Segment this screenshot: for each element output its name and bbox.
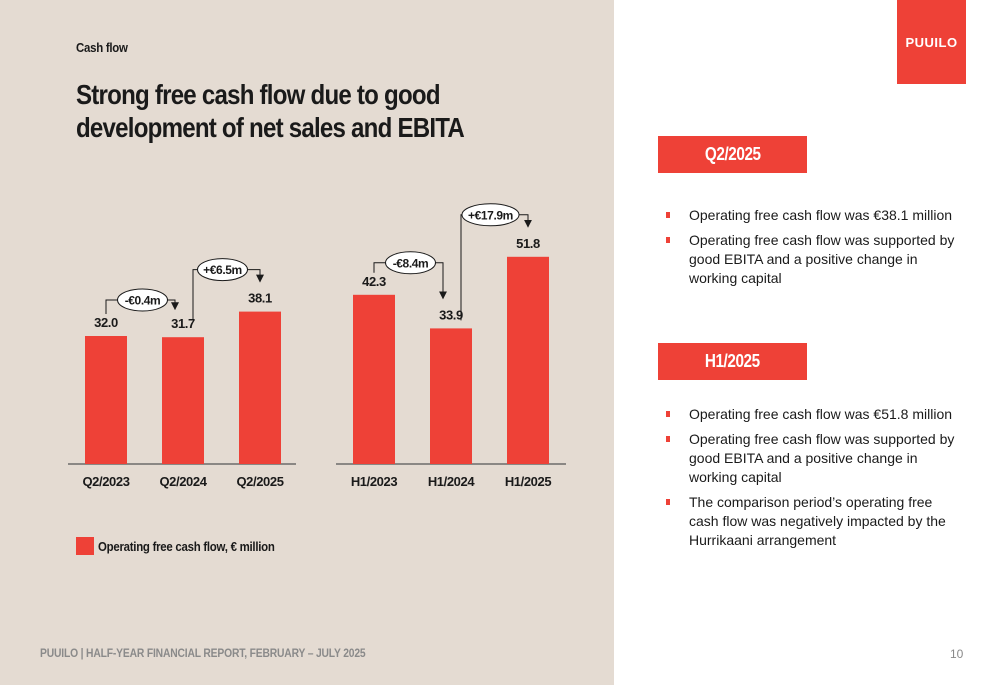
bar-value-label: 33.9 <box>439 307 463 322</box>
h1-bullet: Operating free cash flow was supported b… <box>664 430 964 487</box>
bridge-label: +€17.9m <box>468 208 513 222</box>
bar <box>162 337 204 464</box>
bar-value-label: 31.7 <box>171 316 195 331</box>
bullet-marker <box>666 212 670 218</box>
footer-text: PUUILO | HALF-YEAR FINANCIAL REPORT, FEB… <box>40 646 366 660</box>
x-tick-label: H1/2024 <box>428 474 476 489</box>
h1-period-header: H1/2025 <box>658 343 807 380</box>
bar-value-label: 32.0 <box>94 315 118 330</box>
q2-bullet-text: Operating free cash flow was supported b… <box>689 232 955 286</box>
bullet-marker <box>666 499 670 505</box>
chart-legend: Operating free cash flow, € million <box>76 537 299 555</box>
bridge-badge <box>385 251 436 275</box>
x-tick-label: H1/2023 <box>351 474 398 489</box>
bridge-badge <box>117 288 168 312</box>
bullet-marker <box>666 237 670 243</box>
h1-bullet-text: Operating free cash flow was supported b… <box>689 431 955 485</box>
legend-label: Operating free cash flow, € million <box>98 538 275 554</box>
page-title: Strong free cash flow due to good develo… <box>76 79 465 143</box>
bullet-marker <box>666 411 670 417</box>
x-tick-label: H1/2025 <box>505 474 552 489</box>
q2-bullet: Operating free cash flow was supported b… <box>664 231 964 288</box>
h1-bullet-list: Operating free cash flow was €51.8 milli… <box>664 405 964 556</box>
section-label: Cash flow <box>76 40 128 55</box>
cash-flow-chart: 32.0 Q2/2023 31.7 Q2/2024 38.1 Q2/2025 -€0.4m +… <box>68 203 566 489</box>
bar <box>239 311 281 464</box>
h1-period-title: H1/2025 <box>705 351 760 371</box>
bar-value-label: 38.1 <box>248 291 272 306</box>
h1-bullet: Operating free cash flow was €51.8 milli… <box>664 405 964 424</box>
legend-swatch <box>76 537 94 555</box>
puuilo-logo: PUUILO <box>897 0 966 84</box>
q2-period-title: Q2/2025 <box>704 144 761 164</box>
bar <box>430 328 472 464</box>
x-tick-label: Q2/2024 <box>159 474 207 489</box>
h1-bullet: The comparison period’s operating free c… <box>664 493 964 550</box>
bar-value-label: 51.8 <box>516 236 540 251</box>
bridge-label: +€6.5m <box>203 263 242 277</box>
bridge-label: -€0.4m <box>125 294 161 308</box>
x-tick-label: Q2/2025 <box>236 474 283 489</box>
q2-period-header: Q2/2025 <box>658 136 807 173</box>
q2-bullet-text: Operating free cash flow was €38.1 milli… <box>689 207 953 223</box>
x-tick-label: Q2/2023 <box>82 474 129 489</box>
bullet-marker <box>666 436 670 442</box>
q2-bullet: Operating free cash flow was €38.1 milli… <box>664 206 964 225</box>
bridge-label: -€8.4m <box>393 256 429 270</box>
h1-bullet-text: Operating free cash flow was €51.8 milli… <box>689 406 953 422</box>
bar <box>353 294 395 464</box>
bar <box>507 256 549 464</box>
bar <box>85 336 127 464</box>
page-number: 10 <box>950 647 964 661</box>
logo-text: PUUILO <box>905 34 958 50</box>
q2-bullet-list: Operating free cash flow was €38.1 milli… <box>664 206 964 294</box>
bridge-badge <box>197 258 248 282</box>
bar-value-label: 42.3 <box>362 274 386 289</box>
h1-bullet-text: The comparison period’s operating free c… <box>689 494 946 548</box>
bridge-badge <box>461 203 520 227</box>
